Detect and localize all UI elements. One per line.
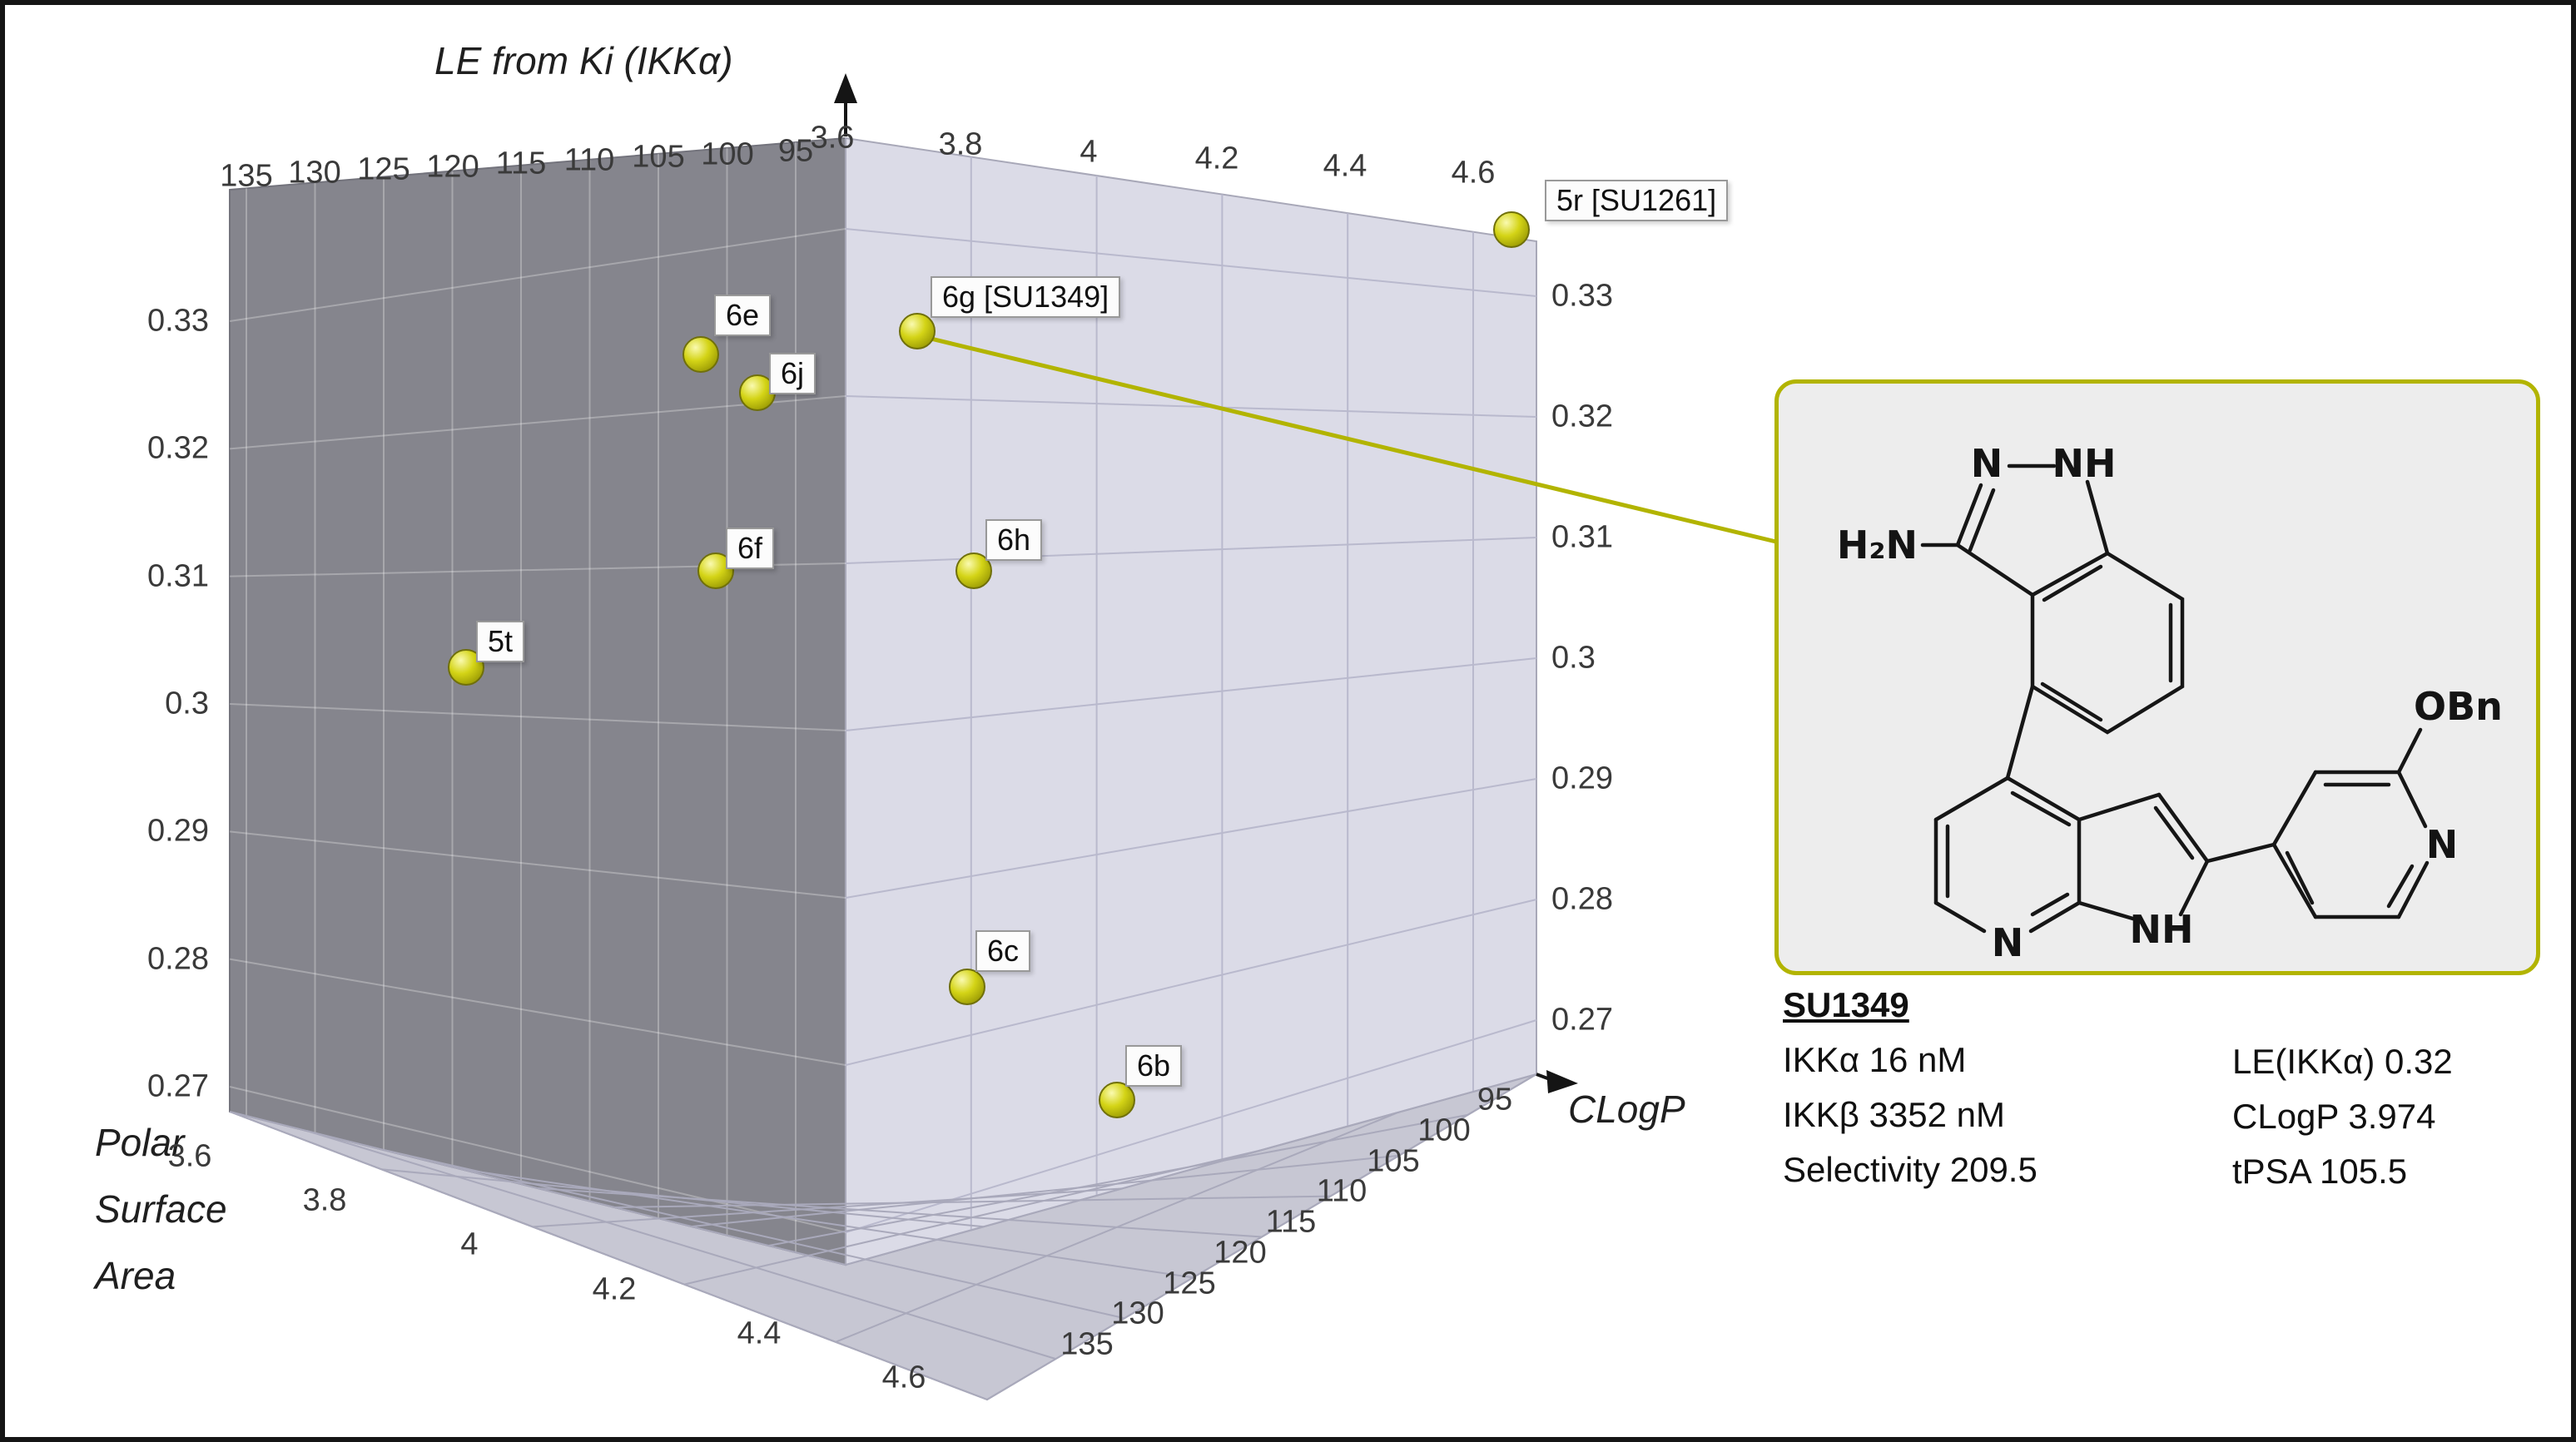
atom-label-pyridine-n: N — [2426, 822, 2459, 867]
property-selectivity: Selectivity 209.5 — [1783, 1150, 2037, 1189]
scatter-3d-plot — [229, 73, 1780, 1401]
data-point-sphere — [1493, 211, 1530, 248]
compound-name: SU1349 — [1783, 985, 1909, 1024]
structure-bonds — [1920, 463, 2430, 934]
atom-label-amine: H₂N — [1837, 523, 1918, 567]
gridline — [845, 899, 1537, 1066]
gridline — [537, 1187, 1263, 1238]
compound-properties-left: SU1349 IKKα 16 nM IKKβ 3352 nM Selectivi… — [1783, 985, 2037, 1205]
gridline — [229, 228, 846, 322]
atom-label-azaindole-n: N — [1992, 920, 2024, 965]
data-point-sphere — [949, 969, 985, 1005]
gridline — [229, 958, 846, 1066]
gridline — [460, 1168, 1194, 1279]
atom-label-indazole-nh: NH — [2052, 441, 2117, 486]
gridline — [768, 1113, 1468, 1246]
atom-label-obn: OBn — [2414, 684, 2503, 729]
property-tpsa: tPSA 105.5 — [2232, 1152, 2408, 1191]
gridline — [845, 1073, 1537, 1266]
axis-arrow-up — [834, 73, 857, 103]
gridline — [229, 395, 846, 450]
gridline — [229, 830, 846, 899]
property-ikkb: IKKβ 3352 nM — [1783, 1095, 2005, 1134]
gridline — [383, 1149, 1125, 1320]
gridline — [845, 778, 1537, 899]
data-point-sphere — [955, 553, 992, 589]
gridline — [845, 657, 1537, 731]
right-wall — [845, 136, 1537, 1266]
gridline — [229, 702, 846, 731]
gridline — [845, 395, 1537, 418]
gridline — [845, 228, 1537, 297]
data-point-sphere — [739, 374, 776, 411]
compound-properties-right: LE(IKKα) 0.32 CLogP 3.974 tPSA 105.5 — [2232, 1042, 2453, 1207]
gridline — [306, 1130, 1056, 1360]
gridline — [691, 1154, 1400, 1227]
property-clogp: CLogP 3.974 — [2232, 1097, 2436, 1136]
property-ikka: IKKα 16 nM — [1783, 1040, 1967, 1079]
gridline — [229, 1086, 846, 1233]
atom-label-azaindole-nh: NH — [2130, 907, 2194, 952]
gridline — [845, 1019, 1537, 1233]
property-le: LE(IKKα) 0.32 — [2232, 1042, 2453, 1081]
axis-arrow-right — [1546, 1070, 1578, 1093]
callout-line — [920, 334, 1780, 545]
data-point-sphere — [448, 649, 484, 686]
structure-callout-panel: H₂N N NH N NH N OBn — [1774, 379, 2540, 975]
data-point-sphere — [697, 553, 734, 589]
atom-label-indazole-n: N — [1971, 441, 2003, 486]
data-point-sphere — [1099, 1082, 1135, 1118]
gridline — [229, 1111, 988, 1400]
data-point-sphere — [899, 313, 936, 349]
chemical-structure: H₂N N NH N NH N OBn — [1837, 441, 2503, 965]
data-point-sphere — [682, 336, 719, 373]
gridline — [614, 1195, 1331, 1208]
